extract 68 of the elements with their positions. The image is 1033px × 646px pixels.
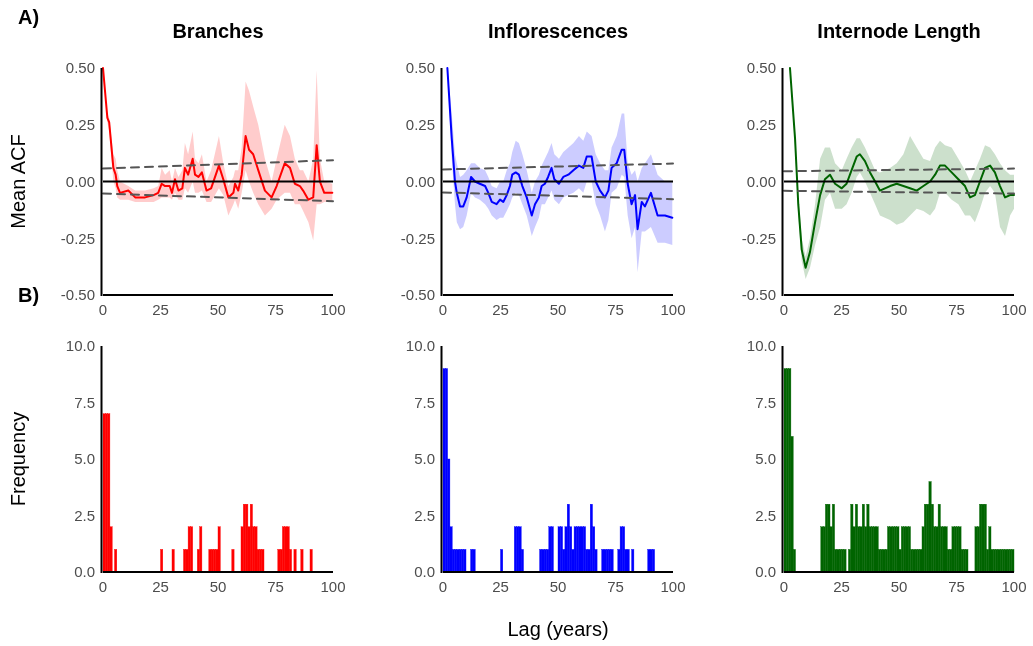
x-tick-label: 75 xyxy=(267,301,284,318)
x-tick-label: 100 xyxy=(1001,578,1027,595)
x-tick-label: 25 xyxy=(833,301,850,318)
y-tick-label: 0.00 xyxy=(405,172,435,190)
text: A) xyxy=(18,6,40,28)
x-tick-label: 25 xyxy=(492,301,509,318)
x-tick-label: 75 xyxy=(607,301,624,318)
x-tick-label: 50 xyxy=(890,301,908,318)
x-tick-label: 0 xyxy=(779,578,789,595)
y-tick-label: 5.0 xyxy=(74,450,95,468)
x-tick-label: 100 xyxy=(320,301,346,318)
x-tick-label: 0 xyxy=(98,301,108,318)
x-tick-label: 0 xyxy=(98,578,108,595)
y-tick-label: 0.0 xyxy=(414,563,435,581)
chart-title: Branches xyxy=(172,20,264,42)
y-tick-label: 0.25 xyxy=(746,116,776,133)
x-tick-label: 25 xyxy=(152,578,169,595)
y-tick-label: 0.25 xyxy=(405,116,435,133)
y-tick-label: 7.5 xyxy=(74,393,95,411)
y-axis-title: Frequency xyxy=(7,411,29,507)
chart-title: Internode Length xyxy=(817,20,981,42)
x-tick-label: 75 xyxy=(948,301,965,318)
x-tick-label: 25 xyxy=(492,578,509,595)
x-tick-label: 75 xyxy=(948,578,965,595)
y-tick-label: 5.0 xyxy=(755,450,776,468)
y-tick-label: 10.0 xyxy=(405,337,435,355)
y-tick-label: 2.5 xyxy=(74,506,95,524)
y-tick-label: -0.50 xyxy=(741,286,776,304)
y-tick-label: -0.50 xyxy=(400,286,435,304)
y-tick-label: 7.5 xyxy=(414,393,435,411)
text: B) xyxy=(18,284,40,306)
y-tick-label: 2.5 xyxy=(755,506,776,524)
x-tick-label: 50 xyxy=(549,578,567,595)
x-axis-title: Lag (years) xyxy=(507,618,609,640)
y-tick-label: -0.25 xyxy=(60,229,95,247)
x-tick-label: 100 xyxy=(660,578,686,595)
x-tick-label: 0 xyxy=(438,578,448,595)
y-tick-label: 0.00 xyxy=(65,172,95,190)
y-tick-label: 0.50 xyxy=(746,59,776,77)
y-tick-label: 2.5 xyxy=(414,506,435,524)
x-tick-label: 25 xyxy=(152,301,169,318)
y-tick-label: 0.50 xyxy=(65,59,95,77)
y-tick-label: -0.25 xyxy=(400,229,435,247)
y-tick-label: -0.50 xyxy=(60,286,95,304)
y-tick-label: 7.5 xyxy=(755,393,776,411)
x-tick-label: 75 xyxy=(267,578,284,595)
y-tick-label: 0.50 xyxy=(405,59,435,77)
y-tick-label: 10.0 xyxy=(746,337,776,355)
x-tick-label: 75 xyxy=(607,578,624,595)
y-tick-label: 0.0 xyxy=(74,563,95,581)
x-tick-label: 50 xyxy=(549,301,567,318)
x-tick-label: 50 xyxy=(209,301,227,318)
y-tick-label: 10.0 xyxy=(65,337,95,355)
y-axis-title: Mean ACF xyxy=(7,134,29,229)
x-tick-label: 0 xyxy=(438,301,448,318)
y-tick-label: 0.0 xyxy=(755,563,776,581)
y-tick-label: -0.25 xyxy=(741,229,776,247)
x-tick-label: 50 xyxy=(209,578,227,595)
y-tick-label: 5.0 xyxy=(414,450,435,468)
x-tick-label: 50 xyxy=(890,578,908,595)
x-tick-label: 100 xyxy=(660,301,686,318)
x-tick-label: 100 xyxy=(320,578,346,595)
chart-title: Inflorescences xyxy=(487,20,629,42)
x-tick-label: 100 xyxy=(1001,301,1027,318)
x-tick-label: 25 xyxy=(833,578,850,595)
x-tick-label: 0 xyxy=(779,301,789,318)
y-tick-label: 0.00 xyxy=(746,172,776,190)
y-tick-label: 0.25 xyxy=(65,116,95,133)
